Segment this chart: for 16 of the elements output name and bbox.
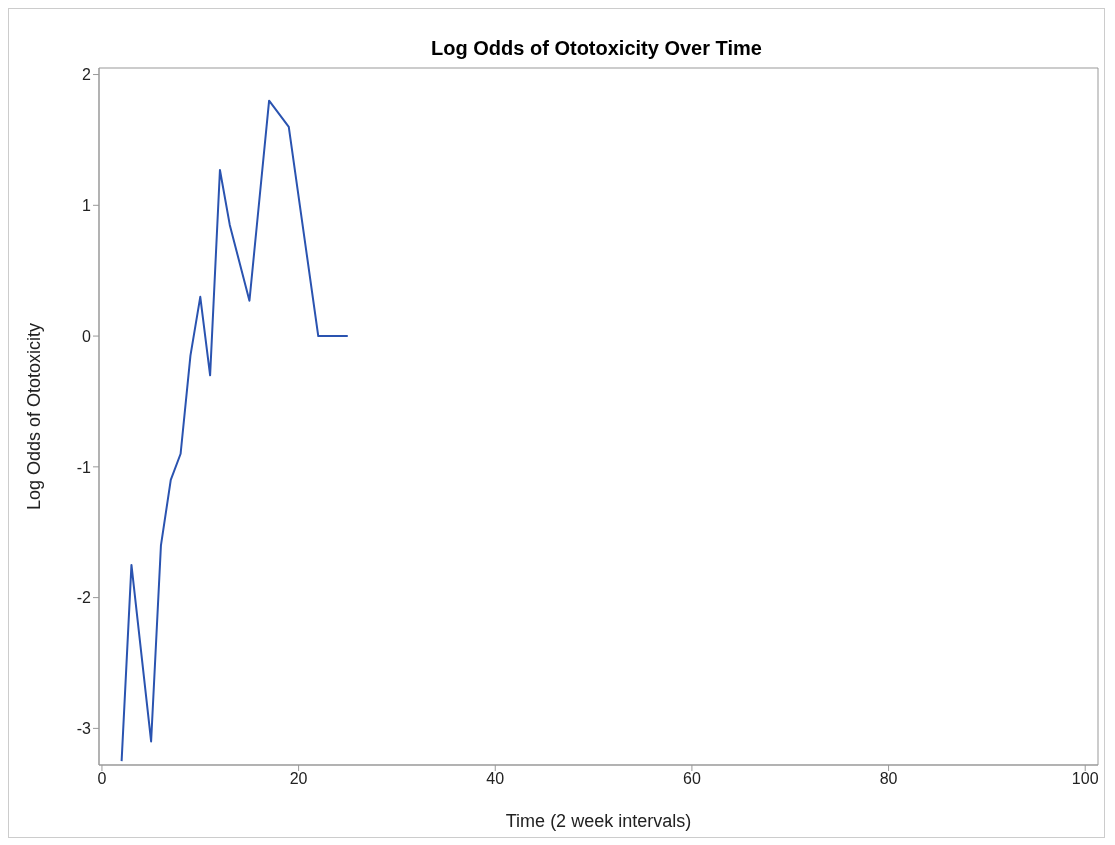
y-tick-label: -3 [76, 720, 92, 738]
x-tick-label: 80 [879, 770, 898, 788]
y-axis-title: Log Odds of Ototoxicity [24, 322, 45, 511]
x-axis-title: Time (2 week intervals) [505, 811, 692, 831]
y-tick-label: -2 [76, 589, 92, 607]
y-tick-label: -1 [76, 458, 92, 476]
x-tick-label: 100 [1071, 770, 1099, 788]
x-tick-label: 20 [289, 770, 308, 788]
y-tick-label: 2 [82, 66, 92, 84]
x-tick-label: 40 [486, 770, 505, 788]
line-series [120, 99, 349, 763]
x-tick-label: 60 [683, 770, 701, 788]
y-tick-label: 1 [82, 196, 92, 214]
y-tick-label: 0 [82, 327, 92, 345]
x-tick-label: 0 [97, 770, 107, 788]
chart-title: Log Odds of Ototoxicity Over Time [430, 37, 763, 60]
